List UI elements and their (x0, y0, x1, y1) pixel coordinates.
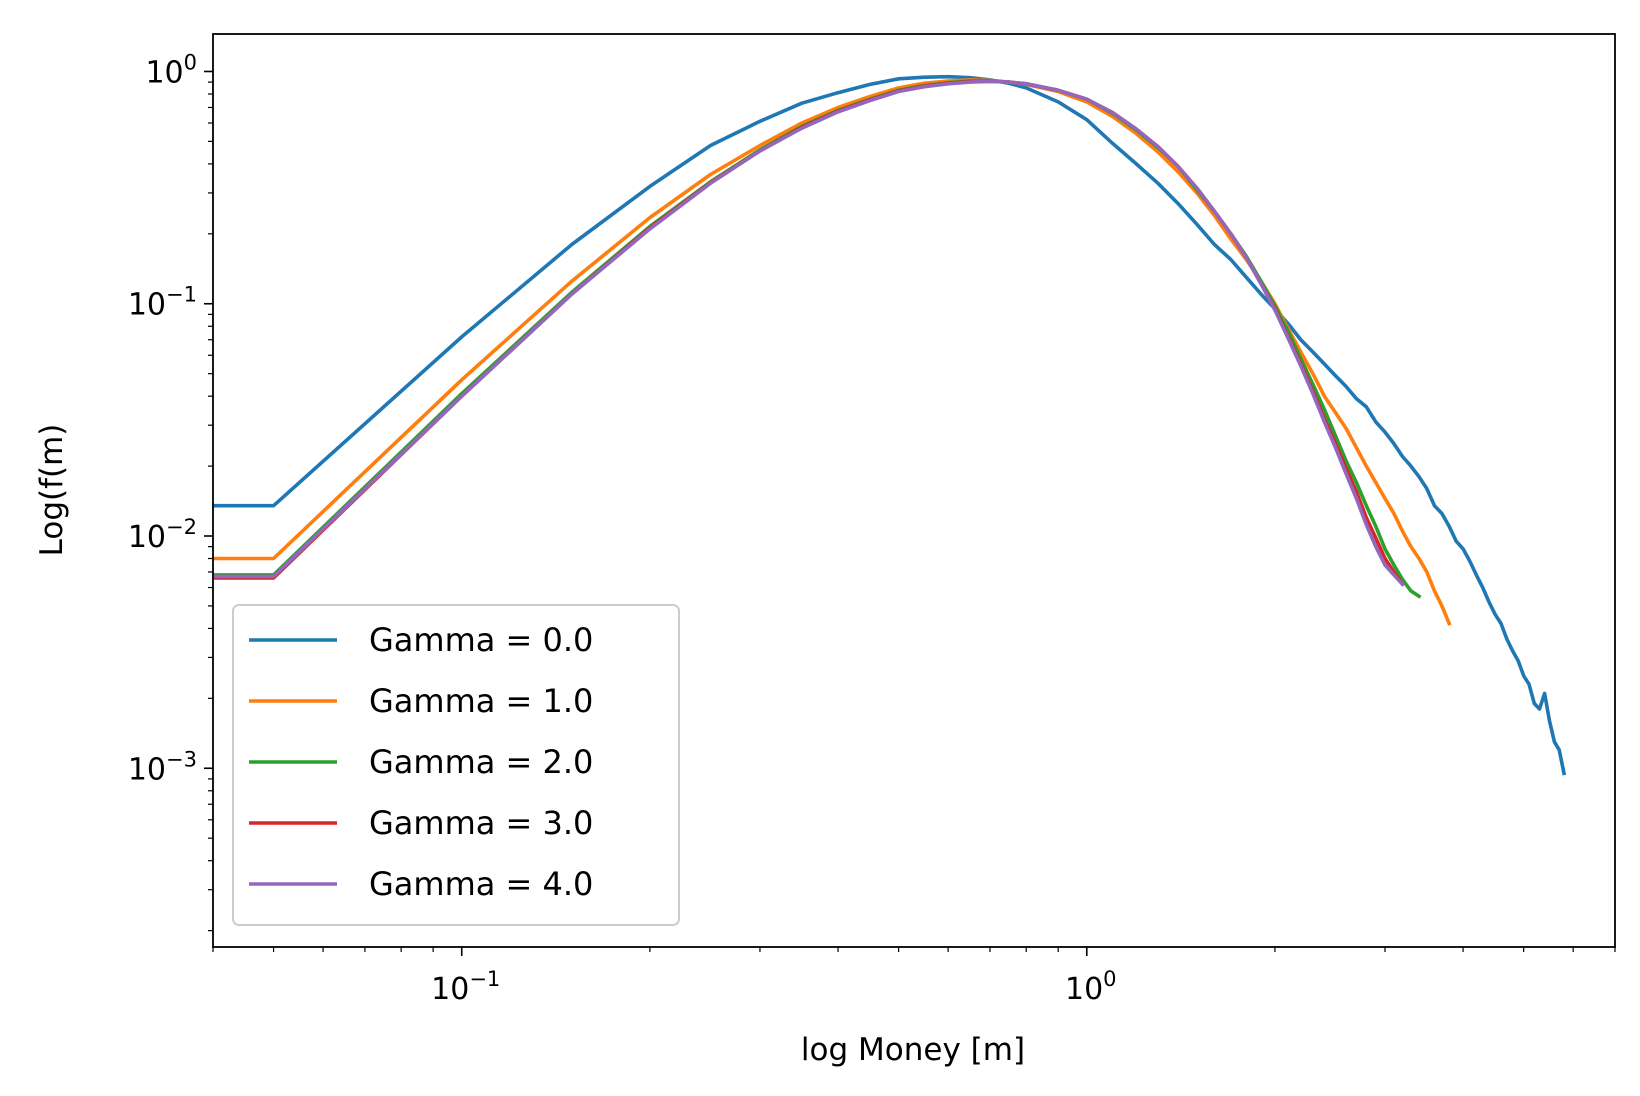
legend-label-1: Gamma = 1.0 (369, 682, 593, 720)
y-tick-label-1: 10−1 (128, 283, 197, 323)
series-line-4 (213, 79, 1406, 587)
y-tick-label-0: 100 (145, 50, 197, 90)
legend-label-4: Gamma = 4.0 (369, 865, 593, 903)
axes-frame (212, 33, 1616, 948)
legend: Gamma = 0.0 Gamma = 1.0 Gamma = 2.0 Gamma =… (232, 604, 680, 926)
series-line-1 (213, 78, 1452, 626)
x-tick-label-0: 10−1 (431, 967, 500, 1007)
x-tick-label-1: 100 (1065, 967, 1117, 1007)
x-axis-label: log Money [m] (801, 1032, 1025, 1068)
legend-label-3: Gamma = 3.0 (369, 804, 593, 842)
axes: 10−1 100 100 10−1 10−2 10−3 (128, 33, 1616, 1007)
legend-box (232, 604, 680, 926)
y-tick-label-2: 10−2 (128, 515, 197, 555)
plot-area (213, 74, 1567, 776)
y-tick-label-3: 10−3 (128, 747, 197, 787)
y-axis-label: Log(f(m) (34, 424, 70, 557)
legend-label-2: Gamma = 2.0 (369, 743, 593, 781)
series-line-0 (213, 74, 1567, 776)
legend-label-0: Gamma = 0.0 (369, 621, 593, 659)
